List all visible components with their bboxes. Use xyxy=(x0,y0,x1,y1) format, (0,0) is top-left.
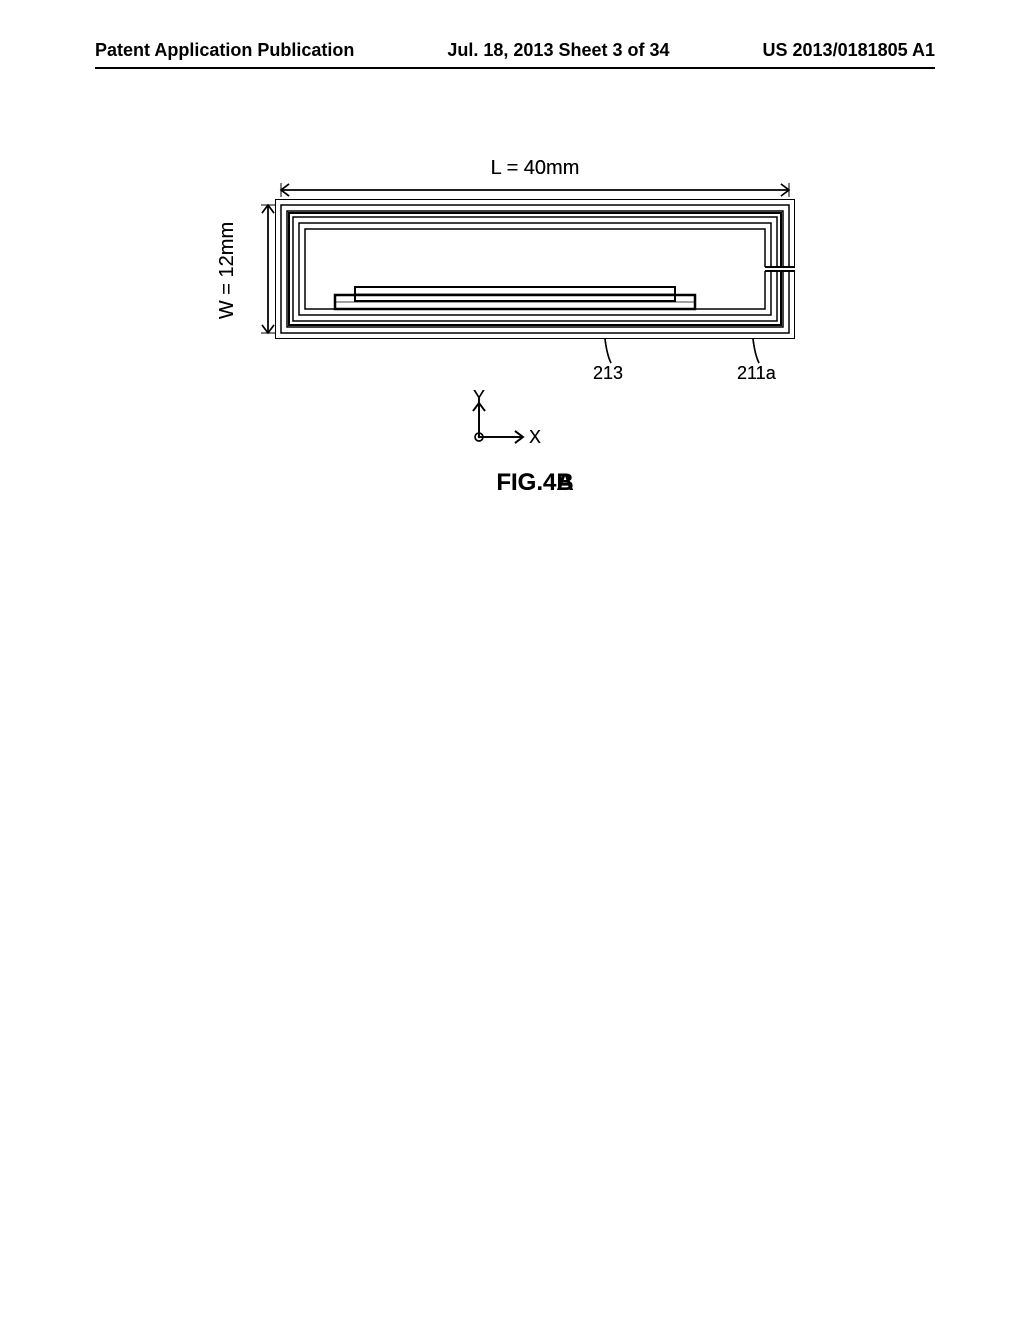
callout-211a: 211a xyxy=(737,363,776,384)
header-right: US 2013/0181805 A1 xyxy=(763,40,935,61)
coil-4b xyxy=(275,199,795,339)
dim-W-arrow xyxy=(261,199,275,339)
callout-213: 213 xyxy=(593,363,623,384)
header-left: Patent Application Publication xyxy=(95,40,354,61)
dim-W-label: W = 12mm xyxy=(216,222,239,319)
patent-page: Patent Application Publication Jul. 18, … xyxy=(95,40,935,199)
axes-4b: Y X xyxy=(465,395,585,451)
axis-y-label: Y xyxy=(473,387,485,408)
dim-L-label: L = 40mm xyxy=(275,157,795,180)
header-center: Jul. 18, 2013 Sheet 3 of 34 xyxy=(447,40,669,61)
axis-x-label: X xyxy=(529,427,541,448)
dim-L-arrow xyxy=(275,183,795,197)
callouts-4b: 213 211a xyxy=(275,339,795,389)
page-header: Patent Application Publication Jul. 18, … xyxy=(95,40,935,69)
callout-ticks-icon xyxy=(275,339,795,389)
figure-label-4b: FIG.4B xyxy=(185,469,885,497)
